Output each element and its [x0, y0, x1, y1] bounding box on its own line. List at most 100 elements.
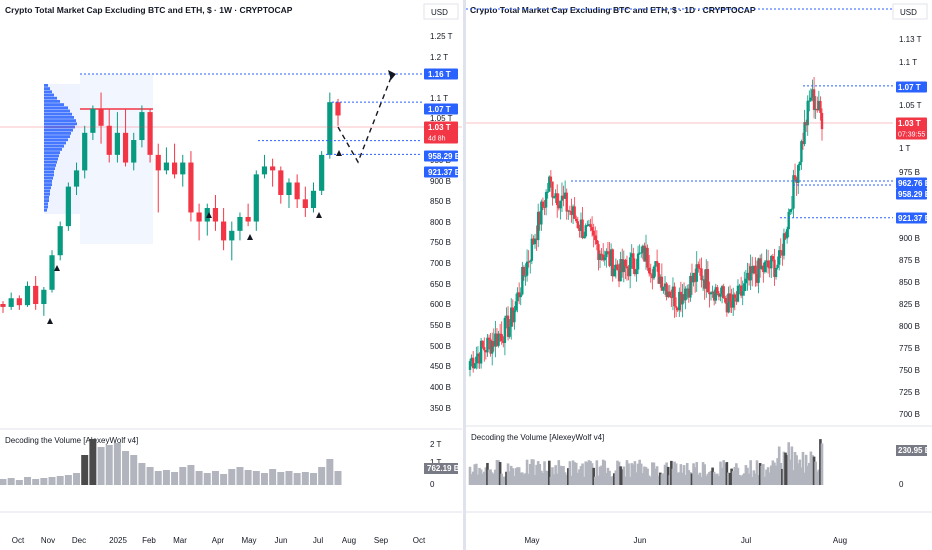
right-volume-bar — [511, 468, 515, 485]
right-volume-bar — [676, 472, 680, 485]
right-volume-bar — [549, 476, 553, 485]
left-price-badge-countdown: 4d 8h — [428, 136, 446, 143]
right-volume-bar — [693, 467, 697, 485]
daily-candle-body — [605, 251, 608, 258]
right-volume-bar — [560, 466, 564, 485]
daily-candle-body — [697, 264, 700, 269]
right-volume-bar — [812, 456, 816, 485]
right-volume-bar — [658, 472, 662, 485]
daily-candle-body — [584, 225, 587, 237]
candle-body — [221, 221, 227, 241]
right-volume-bar — [657, 475, 660, 485]
right-volume-bar — [609, 476, 613, 485]
right-y-tick: 725 B — [899, 388, 920, 397]
daily-candle-body — [497, 333, 500, 346]
daily-candle-body — [611, 249, 614, 277]
daily-candle-body — [549, 176, 553, 182]
right-volume-bar — [605, 473, 608, 485]
daily-candle-body — [579, 219, 583, 231]
daily-candle-body — [758, 258, 762, 269]
daily-candle-body — [543, 206, 546, 208]
left-currency-button[interactable] — [423, 3, 459, 20]
right-volume-bar — [633, 461, 637, 485]
daily-candle-body — [755, 273, 759, 283]
left-volume-bar — [211, 471, 219, 485]
right-volume-bar — [698, 472, 702, 485]
right-time-axis[interactable]: May Jun Jul Aug — [524, 536, 847, 545]
right-volume-bar — [716, 473, 719, 485]
daily-candle-body — [601, 254, 605, 261]
left-price-badge — [424, 103, 458, 115]
daily-candle-body — [777, 250, 781, 265]
daily-candle-body — [565, 192, 568, 212]
daily-candle-body — [741, 291, 744, 296]
daily-candle-body — [632, 253, 635, 269]
right-currency-button[interactable] — [892, 3, 928, 20]
right-volume-bar — [709, 470, 713, 485]
right-volume-bar — [784, 452, 787, 485]
signal-marker — [47, 318, 53, 324]
right-volume-bar — [632, 464, 635, 485]
daily-candle-body — [597, 244, 600, 260]
candle-body — [8, 298, 14, 307]
right-volume-bar — [692, 463, 695, 485]
daily-candle-body — [567, 210, 570, 212]
candle-body — [82, 132, 88, 171]
daily-candle-body — [521, 267, 524, 295]
daily-candle-body — [490, 340, 494, 354]
left-volume-bar — [269, 469, 277, 485]
volume-profile-bar — [44, 100, 60, 103]
daily-candle-body — [608, 251, 611, 266]
volume-profile-bar — [44, 170, 54, 174]
right-volume-bar — [792, 470, 795, 485]
daily-candle-body — [568, 210, 572, 212]
volume-profile-bar — [44, 167, 55, 170]
daily-candle-body — [471, 357, 475, 369]
daily-candle-body — [817, 100, 821, 111]
volume-profile-bar — [44, 199, 49, 202]
left-y-tick: 500 B — [430, 342, 451, 351]
candle-body — [253, 174, 259, 222]
daily-candle-body — [578, 228, 581, 231]
right-volume-bar — [517, 467, 521, 485]
left-time-axis[interactable]: Oct Nov Dec 2025 Feb Mar Apr May Jun Jul Aug Sep Oct — [12, 536, 426, 545]
candle-body — [16, 298, 22, 306]
right-volume-bar — [611, 476, 615, 485]
right-x-tick: Jul — [741, 536, 751, 545]
right-volume-bar — [573, 462, 576, 485]
right-volume-bar — [712, 471, 716, 485]
right-volume-bar — [587, 460, 591, 485]
projection-path — [337, 74, 393, 164]
right-volume-bar — [578, 469, 581, 485]
volume-profile-bar — [44, 103, 64, 106]
right-volume-bar — [652, 462, 656, 485]
volume-profile-bar — [44, 116, 74, 119]
daily-candle-body — [500, 334, 503, 342]
right-volume-bar — [727, 472, 730, 485]
right-volume-bar — [486, 462, 489, 485]
daily-candle-body — [502, 341, 505, 343]
pane-divider[interactable] — [463, 0, 466, 550]
daily-candle-body — [613, 268, 616, 277]
daily-candle-body — [771, 256, 775, 260]
right-overlays — [466, 8, 893, 219]
candle-body — [24, 285, 31, 306]
signal-marker — [54, 265, 60, 271]
right-volume-bar — [619, 466, 622, 485]
volume-profile-bar — [44, 112, 72, 116]
signal-marker — [316, 212, 322, 218]
volume-profile-bar — [44, 208, 47, 212]
daily-candle-body — [498, 333, 502, 335]
right-x-tick: Jun — [634, 536, 647, 545]
daily-candle-body — [511, 307, 515, 323]
right-price-badge — [896, 212, 927, 224]
left-y-tick: 600 B — [430, 300, 451, 309]
left-chart-title: Crypto Total Market Cap Excluding BTC an… — [5, 5, 293, 15]
left-x-tick: Dec — [72, 536, 86, 545]
right-volume-bar — [643, 466, 646, 485]
daily-candle-body — [757, 258, 760, 283]
right-indicator-badge — [896, 445, 927, 456]
daily-candle-body — [573, 206, 576, 219]
